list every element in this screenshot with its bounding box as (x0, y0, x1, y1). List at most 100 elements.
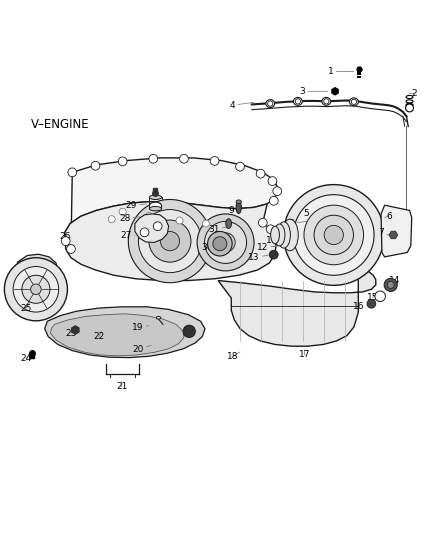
Circle shape (266, 225, 275, 233)
Text: 9: 9 (228, 206, 238, 215)
Ellipse shape (406, 95, 413, 99)
Text: 12: 12 (257, 243, 278, 252)
Text: 20: 20 (132, 345, 151, 354)
Circle shape (138, 209, 201, 273)
Circle shape (367, 300, 376, 308)
Ellipse shape (266, 100, 275, 108)
Circle shape (406, 104, 413, 112)
Text: 29: 29 (126, 201, 147, 209)
Text: 16: 16 (353, 302, 371, 311)
Ellipse shape (149, 206, 162, 211)
Text: 4: 4 (230, 101, 254, 110)
Ellipse shape (271, 226, 279, 244)
FancyBboxPatch shape (357, 71, 361, 75)
Circle shape (4, 258, 67, 321)
Ellipse shape (226, 219, 231, 229)
Circle shape (210, 157, 219, 165)
Circle shape (160, 231, 180, 251)
Text: 24: 24 (21, 354, 32, 363)
Polygon shape (65, 201, 276, 280)
Circle shape (283, 184, 384, 285)
Circle shape (213, 237, 227, 251)
Text: 1: 1 (328, 67, 354, 76)
Text: 30: 30 (201, 243, 218, 252)
Ellipse shape (274, 224, 285, 246)
Text: 22: 22 (93, 332, 104, 341)
Text: 28: 28 (119, 214, 139, 223)
Circle shape (119, 208, 126, 215)
Ellipse shape (282, 219, 298, 251)
Ellipse shape (322, 98, 331, 106)
Circle shape (268, 101, 273, 106)
Circle shape (324, 225, 343, 245)
Polygon shape (13, 254, 58, 319)
Polygon shape (381, 205, 412, 257)
Text: 2: 2 (410, 89, 417, 98)
Circle shape (153, 222, 162, 231)
Text: 5: 5 (304, 209, 320, 219)
Circle shape (145, 213, 152, 220)
Circle shape (375, 291, 385, 302)
Circle shape (68, 168, 77, 177)
Circle shape (197, 214, 254, 271)
Circle shape (293, 195, 374, 275)
Text: 18: 18 (227, 352, 240, 361)
Circle shape (180, 155, 188, 163)
Polygon shape (50, 314, 184, 356)
Circle shape (273, 187, 282, 196)
Text: 26: 26 (59, 232, 71, 241)
Circle shape (205, 221, 247, 263)
Circle shape (149, 155, 158, 163)
Circle shape (118, 157, 127, 166)
Circle shape (13, 266, 59, 312)
Ellipse shape (406, 100, 413, 103)
Text: 11: 11 (266, 236, 284, 245)
Circle shape (258, 219, 267, 227)
Text: 7: 7 (378, 228, 390, 237)
Circle shape (91, 161, 100, 170)
Circle shape (208, 231, 232, 256)
Circle shape (22, 275, 50, 303)
Circle shape (268, 177, 277, 185)
Circle shape (384, 278, 397, 292)
Ellipse shape (293, 98, 302, 106)
Text: 23: 23 (65, 328, 77, 337)
Circle shape (61, 237, 70, 246)
Circle shape (216, 233, 235, 252)
Ellipse shape (149, 195, 162, 199)
Text: 3: 3 (299, 87, 328, 96)
Polygon shape (45, 307, 205, 358)
Circle shape (351, 99, 357, 104)
Text: V–ENGINE: V–ENGINE (31, 118, 89, 131)
Circle shape (31, 284, 41, 295)
Circle shape (140, 228, 149, 237)
Circle shape (236, 162, 244, 171)
FancyBboxPatch shape (357, 76, 361, 78)
Circle shape (269, 197, 278, 205)
Circle shape (269, 251, 278, 259)
Ellipse shape (277, 222, 290, 248)
Circle shape (295, 99, 300, 104)
Text: 6: 6 (385, 212, 392, 221)
Circle shape (108, 216, 115, 223)
Circle shape (256, 169, 265, 178)
Circle shape (176, 217, 183, 224)
Text: 21: 21 (116, 381, 127, 391)
Text: 27: 27 (120, 231, 135, 240)
Circle shape (314, 215, 353, 255)
Circle shape (387, 281, 394, 288)
Ellipse shape (350, 98, 358, 106)
Ellipse shape (406, 103, 413, 107)
Ellipse shape (236, 200, 241, 204)
Text: 31: 31 (208, 225, 227, 234)
Text: 17: 17 (299, 350, 310, 359)
Ellipse shape (156, 317, 161, 319)
Text: 10: 10 (276, 228, 293, 237)
Polygon shape (65, 158, 278, 249)
Circle shape (304, 205, 364, 265)
Circle shape (324, 99, 329, 104)
Text: 8: 8 (288, 219, 307, 228)
Circle shape (137, 221, 144, 229)
Circle shape (128, 199, 212, 282)
Text: 14: 14 (389, 276, 400, 285)
